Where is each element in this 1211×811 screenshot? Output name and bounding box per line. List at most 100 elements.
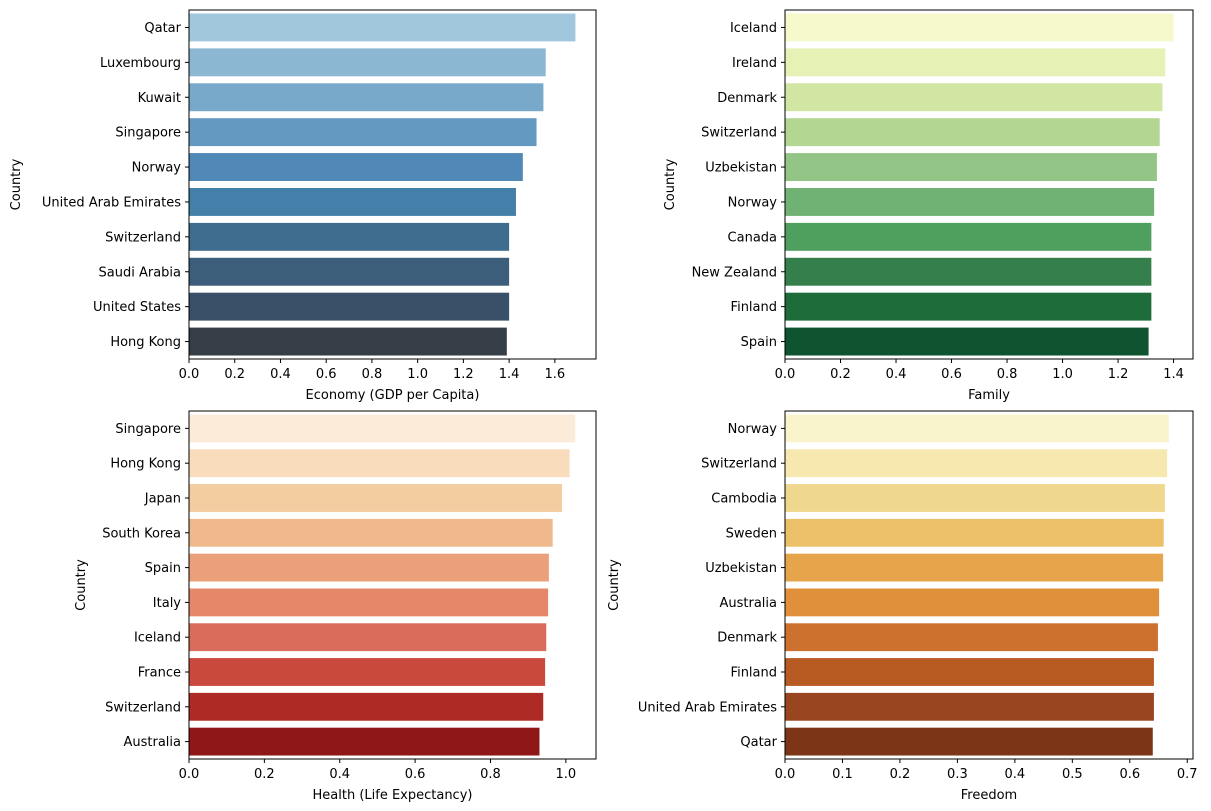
bar-norway [785, 414, 1169, 443]
axes-frame [188, 410, 597, 760]
bar-switzerland [785, 449, 1168, 478]
x-tick-label: 0.6 [941, 367, 962, 382]
x-tick-label: 0.8 [997, 367, 1018, 382]
y-tick-label: Switzerland [105, 700, 181, 715]
y-tick-label: Saudi Arabia [99, 265, 182, 280]
bar-france [189, 658, 546, 686]
y-tick-label: Iceland [134, 631, 181, 646]
y-tick-label: Japan [144, 492, 181, 507]
y-tick-label: Kuwait [138, 91, 181, 106]
y-tick-label: Iceland [730, 21, 777, 36]
bar-uzbekistan [785, 553, 1164, 582]
bar-finland [785, 292, 1152, 321]
x-tick-label: 1.2 [453, 367, 474, 382]
x-tick-label: 0.2 [890, 767, 911, 782]
bar-united-arab-emirates [189, 187, 516, 216]
bar-sweden [785, 518, 1164, 547]
bar-new-zealand [785, 257, 1152, 286]
y-tick-label: Sweden [726, 526, 777, 541]
y-tick-label: Finland [731, 300, 777, 315]
axes-frame [188, 9, 597, 360]
y-tick-label: Hong Kong [110, 335, 181, 350]
y-tick-label: Qatar [144, 21, 181, 36]
x-tick-label: 0.2 [254, 767, 275, 782]
bar-uzbekistan [785, 153, 1157, 182]
x-tick-label: 1.2 [1108, 367, 1129, 382]
y-tick-label: Qatar [740, 735, 777, 750]
bar-qatar [785, 727, 1153, 756]
x-tick-label: 1.0 [1052, 367, 1073, 382]
x-tick-label: 0.6 [405, 767, 426, 782]
bar-ireland [785, 48, 1166, 77]
x-tick-label: 1.0 [556, 767, 577, 782]
bar-kuwait [189, 83, 544, 112]
x-tick-label: 0.0 [775, 367, 796, 382]
bar-united-arab-emirates [785, 692, 1154, 721]
x-tick-label: 0.6 [1119, 767, 1140, 782]
x-tick-label: 0.0 [179, 367, 200, 382]
x-tick-label: 0.4 [886, 367, 907, 382]
chart-panel-4: Norway Switzerland Cambodia Sweden Uzbekista… [607, 410, 1198, 803]
bar-united-states [189, 292, 510, 321]
y-tick-label: Australia [719, 596, 777, 611]
x-tick-label: 0.3 [947, 767, 968, 782]
x-tick-label: 0.1 [832, 767, 853, 782]
axes-frame [784, 410, 1194, 760]
bar-denmark [785, 83, 1163, 112]
bar-south-korea [189, 518, 553, 547]
x-tick-label: 0.2 [830, 367, 851, 382]
bar-australia [189, 727, 540, 756]
x-tick-label: 0.5 [1062, 767, 1083, 782]
y-axis-title: Country [607, 559, 622, 611]
bar-finland [785, 658, 1154, 686]
chart-panel-1: Qatar Luxembourg Kuwait Singapore Norway Unit… [9, 9, 597, 403]
y-tick-label: Norway [728, 195, 778, 210]
y-tick-label: United Arab Emirates [42, 195, 181, 210]
x-tick-label: 0.2 [224, 367, 245, 382]
bar-italy [189, 588, 549, 617]
y-tick-label: Canada [728, 230, 777, 245]
y-tick-label: Switzerland [701, 457, 777, 472]
y-tick-label: Norway [132, 161, 182, 176]
y-tick-label: Spain [145, 561, 181, 576]
bar-singapore [189, 118, 537, 147]
y-tick-label: Singapore [115, 126, 181, 141]
y-axis-title: Country [663, 158, 678, 210]
y-tick-label: Luxembourg [100, 56, 181, 71]
y-tick-label: Switzerland [105, 230, 181, 245]
bar-switzerland [189, 222, 510, 251]
y-tick-label: United States [93, 300, 181, 315]
bar-luxembourg [189, 48, 546, 77]
bar-denmark [785, 623, 1158, 652]
x-tick-label: 0.0 [179, 767, 200, 782]
x-tick-label: 1.6 [544, 367, 565, 382]
y-tick-label: France [138, 666, 181, 681]
y-tick-label: New Zealand [692, 265, 777, 280]
y-tick-label: Uzbekistan [705, 561, 777, 576]
y-tick-label: Australia [123, 735, 181, 750]
y-tick-label: Norway [728, 422, 778, 437]
bar-spain [189, 553, 549, 582]
y-tick-label: Denmark [717, 631, 777, 646]
bar-switzerland [785, 118, 1160, 147]
x-axis-title: Economy (GDP per Capita) [306, 388, 480, 403]
x-tick-label: 0.8 [480, 767, 501, 782]
chart-panel-2: Iceland Ireland Denmark Switzerland Uzbekist… [663, 9, 1194, 403]
bar-australia [785, 588, 1160, 617]
bar-singapore [189, 414, 576, 443]
x-tick-label: 1.4 [499, 367, 520, 382]
y-tick-label: Italy [153, 596, 182, 611]
x-axis-title: Family [968, 388, 1010, 403]
x-tick-label: 0.4 [1005, 767, 1026, 782]
bar-hong-kong [189, 327, 507, 356]
chart-panel-3: Singapore Hong Kong Japan South Korea Spain I… [74, 410, 597, 803]
x-tick-label: 0.8 [362, 367, 383, 382]
x-tick-label: 0.6 [316, 367, 337, 382]
y-tick-label: Singapore [115, 422, 181, 437]
y-tick-label: South Korea [102, 526, 181, 541]
bar-cambodia [785, 484, 1165, 512]
x-tick-label: 0.7 [1177, 767, 1198, 782]
bar-switzerland [189, 692, 544, 721]
x-tick-label: 0.4 [329, 767, 350, 782]
